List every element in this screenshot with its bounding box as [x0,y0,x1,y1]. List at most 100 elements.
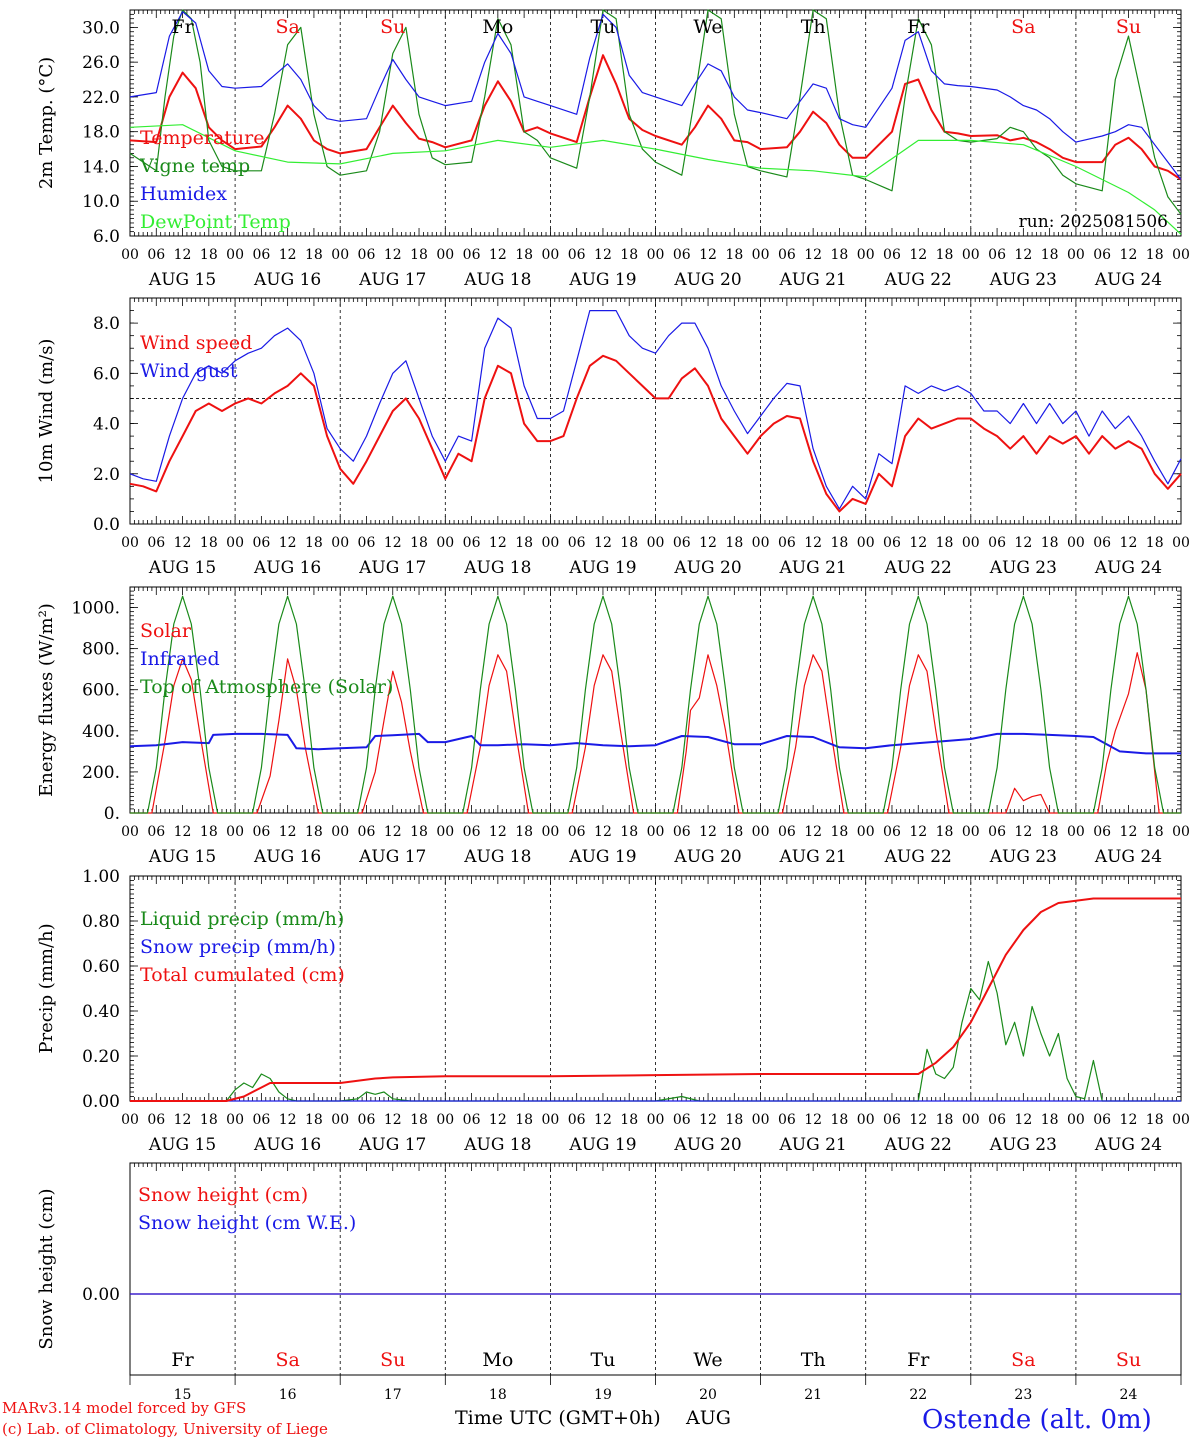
weekday-label-top: Tu [590,16,615,38]
date-label: AUG 18 [463,270,531,290]
hour-tick-label: 12 [804,1112,822,1128]
weekday-label-top: Su [1116,16,1141,38]
hour-tick-label: 12 [174,824,192,840]
date-label: AUG 16 [253,847,321,867]
hour-tick-label: 18 [725,535,743,551]
hour-tick-label: 18 [515,1112,533,1128]
hour-tick-label: 18 [410,824,428,840]
date-label: AUG 21 [779,1135,847,1155]
hour-tick-label: 12 [909,824,927,840]
series-line-wind-speed [129,354,1182,513]
hour-tick-label: 06 [988,247,1006,263]
hour-tick-label: 18 [200,247,218,263]
weekday-label-top: Mo [482,16,513,38]
hour-tick-label: 12 [384,824,402,840]
hour-tick-label: 12 [909,247,927,263]
date-label: AUG 19 [568,1135,636,1155]
day-number-label: 15 [174,1387,192,1403]
month-label: AUG [685,1407,731,1429]
hour-tick-label: 12 [699,535,717,551]
panel-frame [129,9,1182,237]
hour-tick-label: 00 [647,1112,665,1128]
hour-tick-label: 00 [121,1112,139,1128]
hour-tick-label: 12 [909,1112,927,1128]
date-label: AUG 18 [463,1135,531,1155]
date-label: AUG 18 [463,847,531,867]
hour-tick-label: 06 [568,824,586,840]
day-number-label: 16 [279,1387,297,1403]
date-label: AUG 23 [989,847,1057,867]
date-label: AUG 21 [779,270,847,290]
date-label: AUG 19 [568,270,636,290]
hour-tick-label: 12 [594,247,612,263]
series-line-total-cumulated-cm- [130,897,1181,1102]
hour-tick-label: 00 [1067,247,1085,263]
weekday-label-top: Sa [1011,16,1035,38]
panel-3 [129,586,1182,814]
legend-entry: Liquid precip (mm/h) [140,908,344,930]
hour-tick-label: 12 [489,247,507,263]
hour-tick-label: 06 [358,824,376,840]
hour-tick-label: 12 [489,1112,507,1128]
hour-tick-label: 12 [1014,535,1032,551]
hour-tick-label: 06 [778,1112,796,1128]
date-label: AUG 19 [568,558,636,578]
hour-tick-label: 00 [857,247,875,263]
hour-tick-label: 12 [174,535,192,551]
hour-tick-label: 12 [279,535,297,551]
legend-entry: DewPoint Temp [140,211,291,233]
weekday-label-bottom: We [693,1349,722,1371]
weekday-label-bottom: Fr [171,1349,194,1371]
hour-tick-label: 06 [358,1112,376,1128]
legend-entry: Temperature [140,127,264,149]
hour-tick-label: 06 [463,824,481,840]
meteogram-labels: 30.0 26.0 22.0 18.0 14.0 10.0 6.0 2m Temp. (°C)… [36,16,1190,1403]
series-line-vigne-temp [129,9,1182,215]
legend-entry: Top of Atmosphere (Solar) [140,676,393,698]
y-tick-label: 8.0 [93,314,120,334]
hour-tick-label: 06 [673,1112,691,1128]
hour-tick-label: 12 [699,824,717,840]
hour-tick-label: 00 [647,824,665,840]
hour-tick-label: 00 [1067,1112,1085,1128]
date-label: AUG 20 [673,1135,741,1155]
hour-tick-label: 18 [936,247,954,263]
day-number-label: 19 [594,1387,612,1403]
day-number-label: 17 [384,1387,402,1403]
hour-tick-label: 18 [1041,1112,1059,1128]
legend-entry: Snow height (cm) [138,1184,308,1206]
panel-frame [129,297,1182,525]
hour-tick-label: 06 [147,247,165,263]
date-label: AUG 20 [673,558,741,578]
legend-entry: Humidex [140,183,227,205]
panel-5 [129,1162,1182,1376]
hour-tick-label: 18 [305,1112,323,1128]
y-tick-label: 0.00 [82,1092,120,1112]
date-label: AUG 15 [148,1135,216,1155]
hour-tick-label: 18 [1146,535,1164,551]
day-number-label: 24 [1120,1387,1138,1403]
date-label: AUG 17 [358,847,426,867]
y-tick-label: 0.00 [82,1285,120,1305]
hour-tick-label: 06 [1093,824,1111,840]
hour-tick-label: 00 [226,824,244,840]
hour-tick-label: 12 [384,535,402,551]
hour-tick-label: 00 [541,824,559,840]
hour-tick-label: 12 [1120,824,1138,840]
series-line-infrared [129,732,1181,755]
legend-entry: Infrared [140,648,220,670]
date-label: AUG 20 [673,847,741,867]
series-line-dewpoint-temp [129,124,1182,235]
hour-tick-label: 06 [778,535,796,551]
weekday-label-bottom: Tu [590,1349,615,1371]
hour-tick-label: 18 [620,247,638,263]
day-number-label: 18 [489,1387,507,1403]
weekday-label-bottom: Th [801,1349,826,1371]
y-tick-label: 4.0 [93,415,120,435]
hour-tick-label: 18 [831,247,849,263]
date-label: AUG 16 [253,1135,321,1155]
y-tick-label: 10.0 [82,192,120,212]
weekday-label-top: Th [801,16,826,38]
y-tick-label: 30.0 [82,18,120,38]
